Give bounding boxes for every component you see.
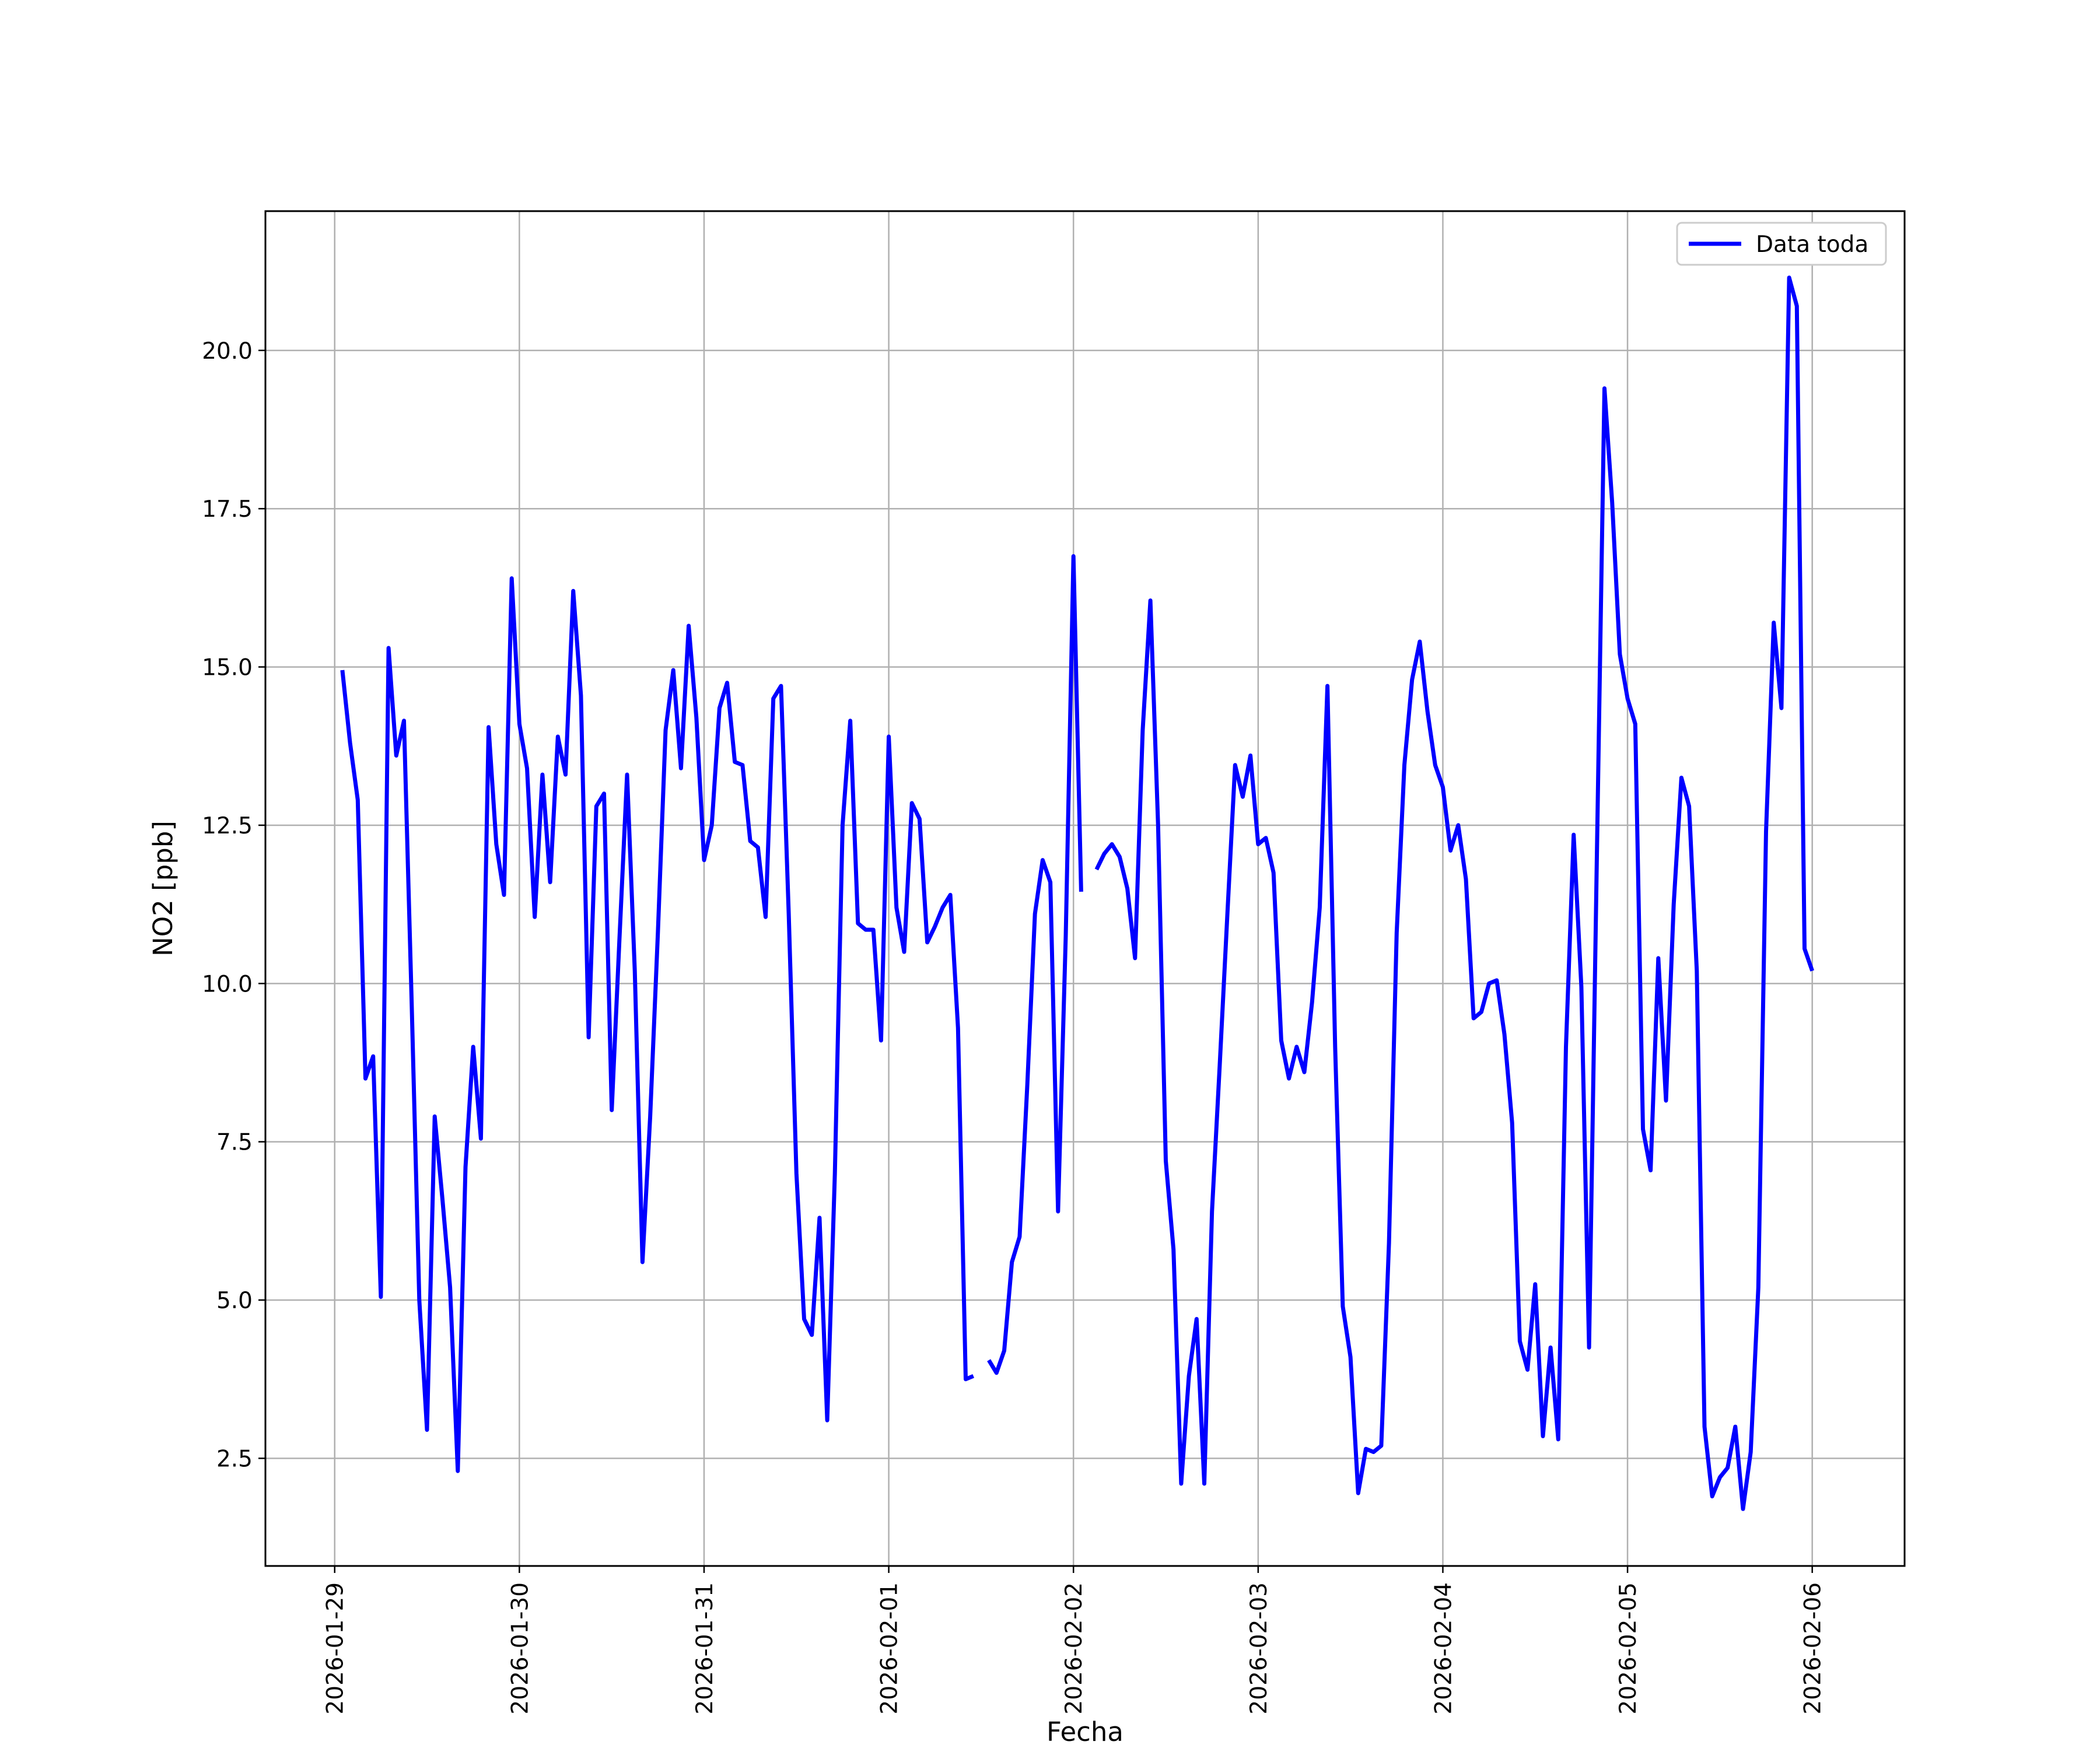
plot-frame (264, 210, 1906, 1567)
y-tick-label: 17.5 (202, 496, 253, 523)
series-line-segment (340, 576, 975, 1473)
x-tick-label: 2026-02-01 (877, 1582, 903, 1715)
y-tick-label: 20.0 (202, 338, 253, 365)
y-tick-label: 15.0 (202, 655, 253, 681)
series-layer (340, 275, 1815, 1511)
x-tick-label: 2026-02-03 (1246, 1582, 1272, 1715)
x-tick-label: 2026-02-04 (1430, 1582, 1457, 1715)
x-tick-label: 2026-01-29 (323, 1582, 349, 1715)
y-tick-label: 10.0 (202, 971, 253, 997)
x-tick-label: 2026-02-02 (1061, 1582, 1087, 1715)
y-tick-label: 5.0 (216, 1288, 253, 1314)
x-axis-label: Fecha (1046, 1716, 1124, 1747)
y-axis: 2.5 5.0 7.5 10.0 12.5 15.0 17.5 20.0 (202, 338, 265, 1472)
x-tick-label: 2026-02-05 (1615, 1582, 1642, 1715)
grid (265, 211, 1905, 1566)
x-axis: 2026-01-29 2026-01-30 2026-01-31 2026-02-01… (323, 1566, 1826, 1715)
legend-box (1676, 222, 1887, 266)
series-line-segment (987, 554, 1083, 1375)
y-axis-label: NO2 [ppb] (148, 821, 178, 956)
x-tick-label: 2026-01-31 (692, 1582, 718, 1715)
y-tick-label: 7.5 (216, 1130, 253, 1156)
y-tick-label: 2.5 (216, 1446, 253, 1472)
legend-label: Data toda (1756, 232, 1868, 258)
x-tick-label: 2026-02-06 (1800, 1582, 1826, 1715)
x-tick-label: 2026-01-30 (507, 1582, 533, 1715)
legend: Data toda (1676, 222, 1887, 266)
y-tick-label: 12.5 (202, 813, 253, 839)
series-line-segment (1094, 275, 1815, 1511)
